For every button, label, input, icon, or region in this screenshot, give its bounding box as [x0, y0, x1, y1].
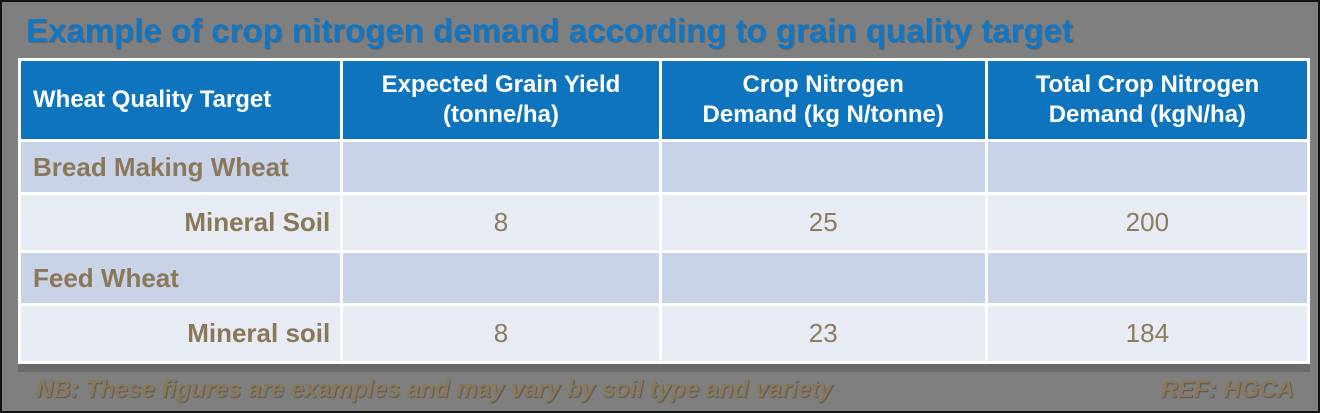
table-row-mineral-soil-feed: Mineral soil 8 23 184 — [21, 306, 1307, 361]
empty-cell — [987, 142, 1307, 192]
header-total-crop-nitrogen-demand: Total Crop Nitrogen Demand (kgN/ha) — [987, 61, 1307, 139]
nitrogen-demand-table: Wheat Quality Target Expected Grain Yiel… — [18, 58, 1310, 364]
empty-cell — [661, 142, 985, 192]
expected-yield-value: 8 — [343, 195, 659, 250]
nitrogen-demand-value: 23 — [661, 306, 985, 361]
feed-wheat-label: Feed Wheat — [21, 253, 341, 303]
mineral-soil-label: Mineral Soil — [21, 195, 341, 250]
header-row: Wheat Quality Target Expected Grain Yiel… — [21, 61, 1307, 139]
total-nitrogen-demand-value: 200 — [987, 195, 1307, 250]
empty-cell — [987, 253, 1307, 303]
footnote: NB: These figures are examples and may v… — [36, 376, 833, 403]
empty-cell — [661, 253, 985, 303]
footer: NB: These figures are examples and may v… — [36, 376, 1294, 404]
header-expected-grain-yield: Expected Grain Yield (tonne/ha) — [343, 61, 659, 139]
bread-making-wheat-label: Bread Making Wheat — [21, 142, 341, 192]
empty-cell — [343, 142, 659, 192]
page-title: Example of crop nitrogen demand accordin… — [26, 12, 1073, 49]
table-row-feed-wheat: Feed Wheat — [21, 253, 1307, 303]
header-crop-nitrogen-demand: Crop Nitrogen Demand (kg N/tonne) — [661, 61, 985, 139]
expected-yield-value: 8 — [343, 306, 659, 361]
table-row-mineral-soil-bread: Mineral Soil 8 25 200 — [21, 195, 1307, 250]
reference: REF: HGCA — [1160, 376, 1294, 403]
table-row-bread-making-wheat: Bread Making Wheat — [21, 142, 1307, 192]
header-wheat-quality-target: Wheat Quality Target — [21, 61, 341, 139]
nitrogen-demand-value: 25 — [661, 195, 985, 250]
total-nitrogen-demand-value: 184 — [987, 306, 1307, 361]
empty-cell — [343, 253, 659, 303]
mineral-soil-label: Mineral soil — [21, 306, 341, 361]
